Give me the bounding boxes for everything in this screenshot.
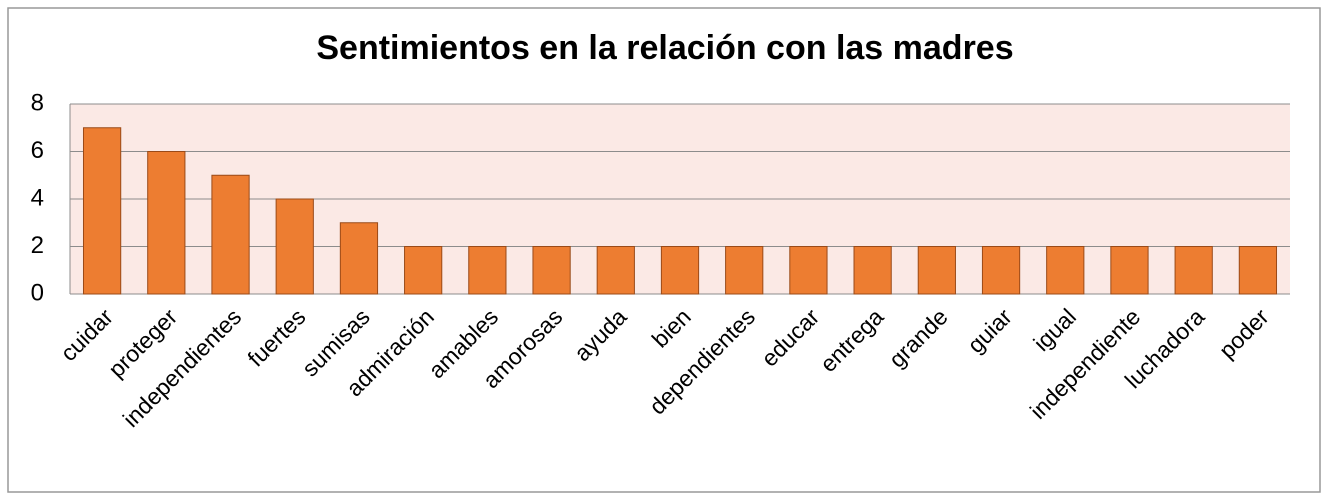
bar xyxy=(789,246,828,295)
y-tick-label: 6 xyxy=(31,137,44,164)
bar xyxy=(1110,246,1149,295)
chart-title: Sentimientos en la relación con las madr… xyxy=(316,29,1013,67)
bar xyxy=(1174,246,1213,295)
bar xyxy=(917,246,956,295)
bar xyxy=(1238,246,1278,295)
y-tick-label: 4 xyxy=(31,184,44,211)
bar xyxy=(532,246,571,295)
bar xyxy=(1046,246,1085,295)
bar xyxy=(981,246,1021,295)
bar xyxy=(339,222,379,295)
bar xyxy=(468,246,507,295)
y-tick-label: 0 xyxy=(31,279,44,306)
bar xyxy=(147,151,186,295)
bar xyxy=(596,246,635,295)
bar xyxy=(82,127,122,295)
bar xyxy=(404,246,443,295)
bar xyxy=(660,246,700,295)
bar xyxy=(275,198,314,295)
bar xyxy=(725,246,764,295)
bar xyxy=(211,174,250,295)
bar xyxy=(853,246,892,295)
y-tick-label: 8 xyxy=(31,89,44,116)
y-tick-label: 2 xyxy=(31,232,44,259)
